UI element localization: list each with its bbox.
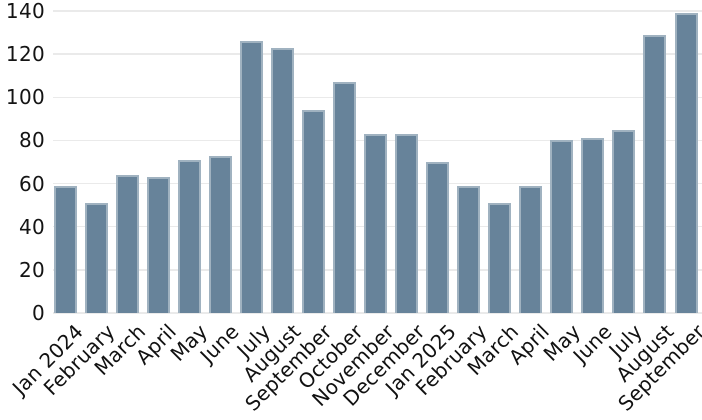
bar-5-june (208, 155, 232, 313)
bar-6-july (239, 41, 263, 313)
bar-19-august (643, 34, 667, 313)
bar-3-april (146, 177, 170, 313)
bar-12-jan-2025 (426, 162, 450, 313)
bar-10-november (364, 133, 387, 313)
y-tick-label-40: 40 (18, 214, 45, 239)
bar-18-july (612, 129, 636, 313)
bar-13-february (457, 185, 481, 313)
bar-9-october (332, 82, 356, 313)
bar-2-march (115, 174, 139, 313)
bar-4-may (177, 159, 201, 313)
bar-1-february (84, 203, 108, 313)
gridline-140 (53, 10, 702, 12)
gridline-100 (53, 96, 702, 99)
bar-11-december (395, 133, 419, 313)
gridline-120 (53, 53, 702, 55)
y-tick-label-80: 80 (18, 128, 45, 153)
gridline-0 (53, 312, 702, 314)
bar-16-may (550, 140, 574, 313)
y-tick-label-60: 60 (18, 171, 45, 196)
bar-0-jan-2024 (53, 185, 77, 313)
y-tick-label-100: 100 (5, 85, 45, 110)
plot-area (53, 0, 702, 314)
bar-17-june (581, 138, 605, 313)
bar-8-september (301, 110, 325, 313)
bar-15-april (519, 185, 543, 313)
y-tick-label-0: 0 (31, 301, 45, 325)
bar-20-september (674, 13, 698, 313)
y-tick-label-20: 20 (18, 257, 45, 282)
bar-7-august (270, 47, 294, 313)
bar-14-march (488, 203, 512, 313)
y-tick-label-120: 120 (5, 42, 45, 67)
y-tick-label-140: 140 (5, 0, 45, 23)
